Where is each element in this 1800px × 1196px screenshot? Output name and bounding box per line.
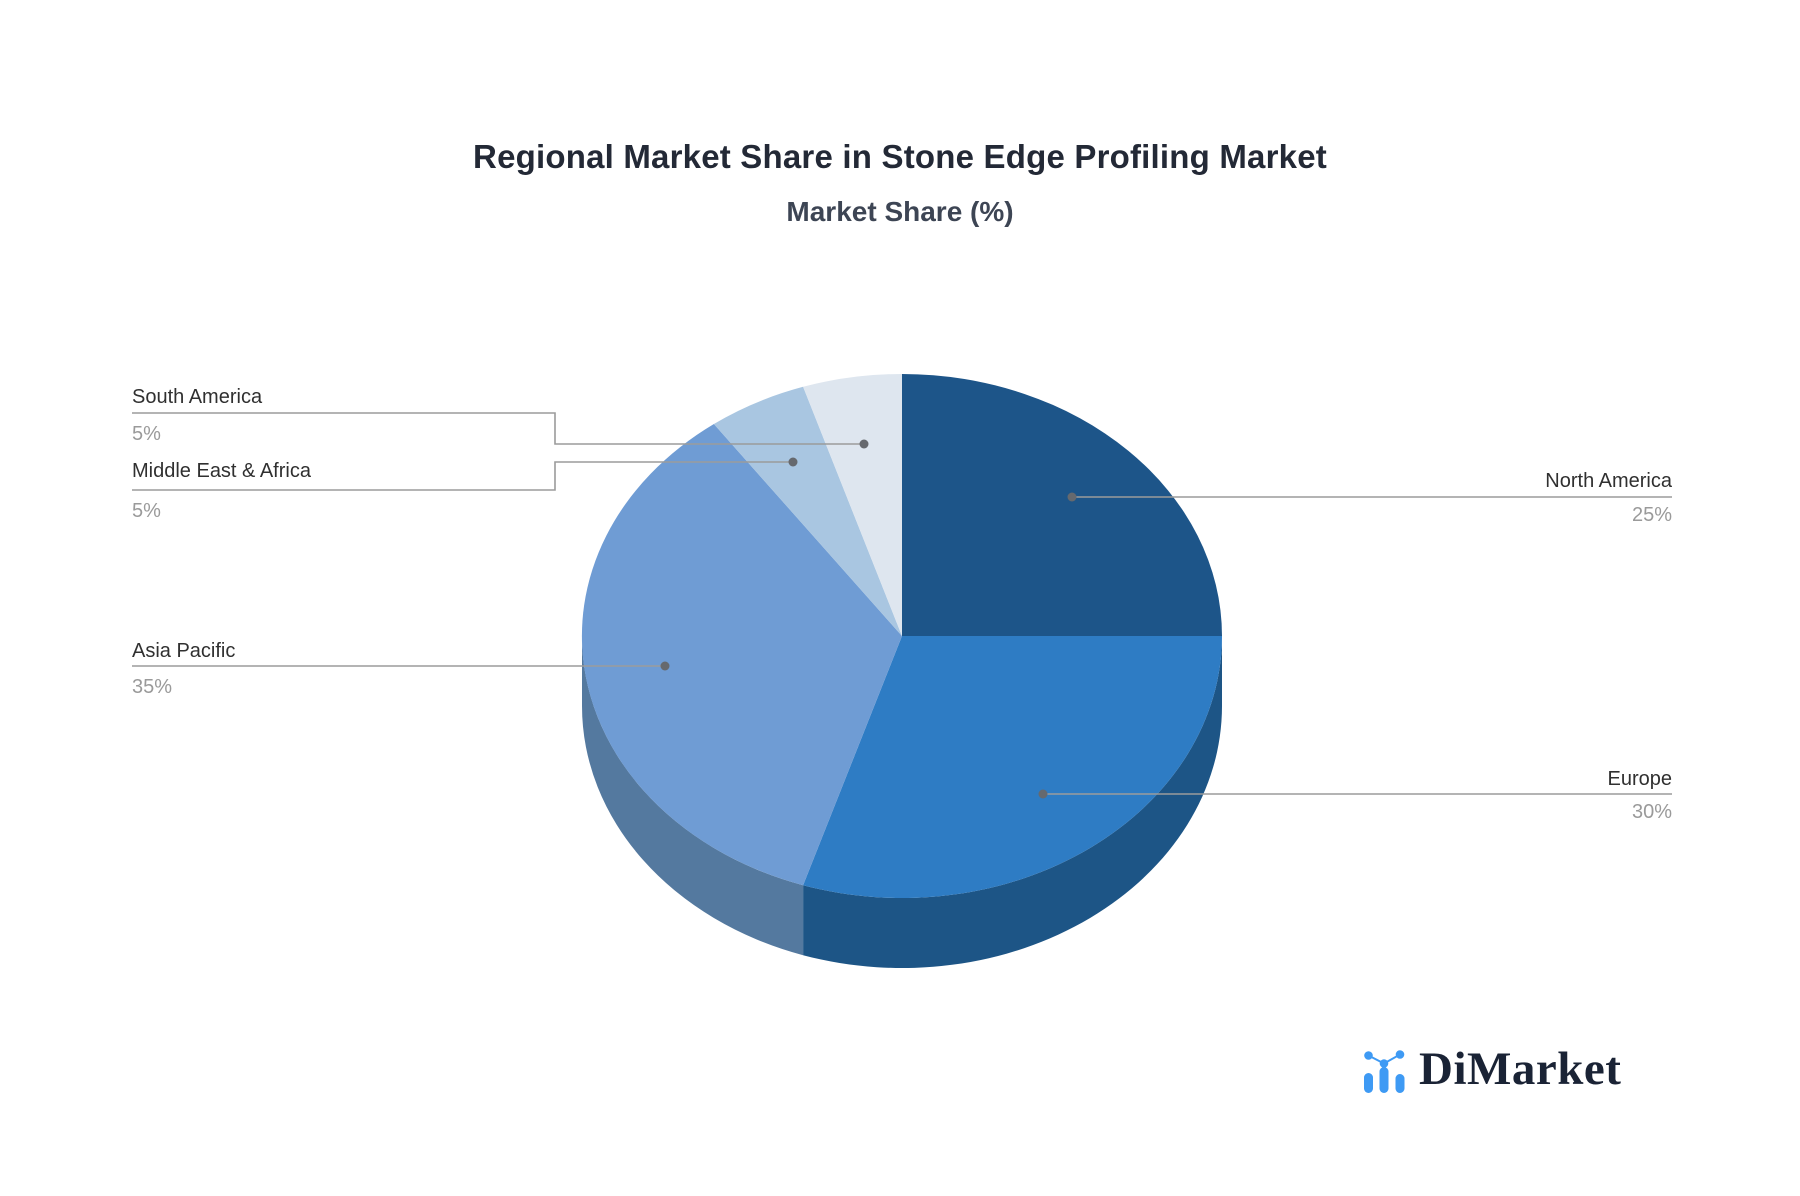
slice-value-europe: 30%: [1631, 801, 1672, 823]
pie-slice-side-europe: [803, 636, 1223, 969]
slice-label-europe: Europe: [1607, 768, 1673, 790]
connector-dot-middle-east-and-africa: [788, 457, 798, 467]
connector-line-middle-east-and-africa: [132, 461, 793, 491]
connector-dot-north-america: [1067, 492, 1077, 502]
slice-label-middle-east-africa: Middle East & Africa: [132, 460, 311, 482]
slice-value-asia-pacific: 35%: [132, 676, 173, 698]
connector-dot-asia-pacific: [660, 661, 670, 671]
connector-line-south-america: [132, 412, 864, 445]
slice-label-south-america: South America: [132, 386, 263, 408]
slice-label-asia-pacific: Asia Pacific: [132, 640, 236, 662]
dimarket-logo-icon: [1364, 1050, 1405, 1093]
pie-slice-asia-pacific[interactable]: [581, 424, 902, 886]
connector-dot-europe: [1038, 789, 1048, 799]
connector-dot-south-america: [859, 439, 869, 449]
slice-value-south-america: 5%: [132, 423, 161, 445]
pie-slice-middle-east-and-africa[interactable]: [713, 386, 902, 636]
dimarket-logo: DiMarket: [1362, 1046, 1621, 1096]
pie-slice-south-america[interactable]: [803, 373, 902, 636]
slice-value-north-america: 25%: [1631, 504, 1672, 526]
dimarket-logo-text: DiMarket: [1419, 1043, 1622, 1095]
pie-slice-europe[interactable]: [803, 636, 1222, 899]
slice-value-middle-east-africa: 5%: [132, 500, 161, 522]
slice-label-north-america: North America: [1545, 470, 1672, 492]
chart-subtitle: Market Share (%): [786, 196, 1014, 227]
chart-title: Regional Market Share in Stone Edge Prof…: [473, 138, 1327, 175]
pie-slice-north-america[interactable]: [902, 374, 1222, 636]
pie-slice-side-asia-pacific: [582, 636, 804, 956]
